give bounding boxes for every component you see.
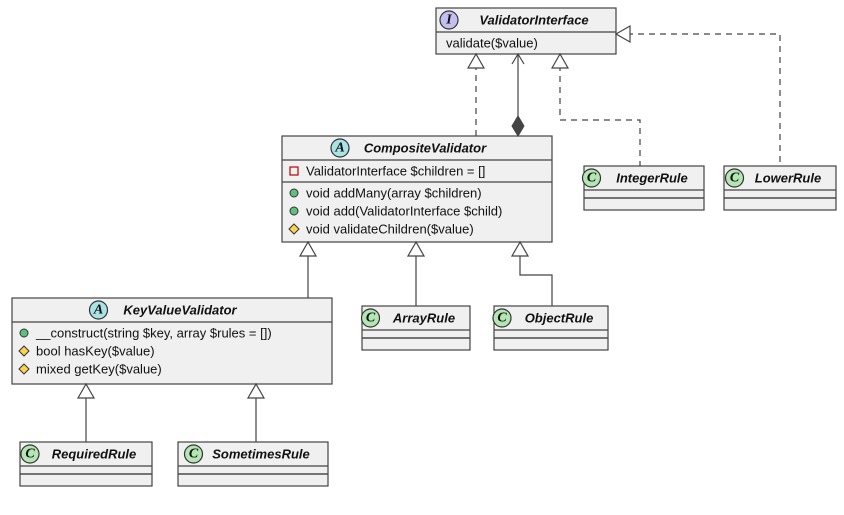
method: void validateChildren($value) xyxy=(306,222,474,237)
inherit-arrow xyxy=(408,242,424,256)
stereotype-letter: C xyxy=(497,311,507,326)
class-title: IntegerRule xyxy=(616,171,688,186)
class-IntegerRule: C IntegerRule xyxy=(583,166,705,210)
stereotype-letter: A xyxy=(334,141,344,156)
field: ValidatorInterface $children = [] xyxy=(306,164,485,179)
edge xyxy=(408,242,424,306)
public-marker xyxy=(290,189,298,197)
inherit-arrow xyxy=(78,384,94,398)
class-KeyValueValidator: A KeyValueValidator __construct(string $ke… xyxy=(12,298,332,384)
class-ArrayRule: C ArrayRule xyxy=(362,306,471,350)
class-LowerRule: C LowerRule xyxy=(724,166,836,210)
stereotype-letter: C xyxy=(25,447,35,462)
public-marker xyxy=(290,207,298,215)
edge xyxy=(512,54,524,136)
member: validate($value) xyxy=(446,36,538,51)
composition-diamond xyxy=(512,116,524,136)
class-SometimesRule: C SometimesRule xyxy=(178,442,328,486)
edge xyxy=(552,54,640,166)
method: void addMany(array $children) xyxy=(306,186,482,201)
public-marker xyxy=(20,329,28,337)
class-title: CompositeValidator xyxy=(364,141,487,156)
edge xyxy=(78,384,94,442)
inherit-arrow xyxy=(300,242,316,256)
edge xyxy=(300,242,316,298)
class-title: KeyValueValidator xyxy=(123,303,237,318)
class-RequiredRule: C RequiredRule xyxy=(20,442,152,486)
uml-diagram: I ValidatorInterface validate($value) A Comp… xyxy=(0,0,844,515)
class-ValidatorInterface: I ValidatorInterface validate($value) xyxy=(436,8,616,54)
edge xyxy=(468,54,484,136)
method: __construct(string $key, array $rules = … xyxy=(35,326,272,341)
class-CompositeValidator: A CompositeValidator ValidatorInterface $c… xyxy=(282,136,552,242)
inherit-arrow xyxy=(248,384,264,398)
class-title: ValidatorInterface xyxy=(479,13,588,28)
edge xyxy=(512,242,552,306)
stereotype-letter: I xyxy=(445,13,452,28)
inherit-arrow xyxy=(616,26,630,42)
class-title: SometimesRule xyxy=(212,447,310,462)
stereotype-letter: C xyxy=(587,171,597,186)
class-title: RequiredRule xyxy=(52,447,137,462)
stereotype-letter: C xyxy=(189,447,199,462)
edge xyxy=(248,384,264,442)
class-title: ArrayRule xyxy=(392,311,455,326)
stereotype-letter: C xyxy=(730,171,740,186)
inherit-arrow xyxy=(512,242,528,256)
class-title: LowerRule xyxy=(755,171,821,186)
stereotype-letter: A xyxy=(93,303,103,318)
method: mixed getKey($value) xyxy=(36,362,162,377)
method: void add(ValidatorInterface $child) xyxy=(306,204,502,219)
stereotype-letter: C xyxy=(366,311,376,326)
method: bool hasKey($value) xyxy=(36,344,155,359)
class-ObjectRule: C ObjectRule xyxy=(493,306,608,350)
inherit-arrow xyxy=(468,54,484,68)
inherit-arrow xyxy=(552,54,568,68)
class-title: ObjectRule xyxy=(525,311,594,326)
